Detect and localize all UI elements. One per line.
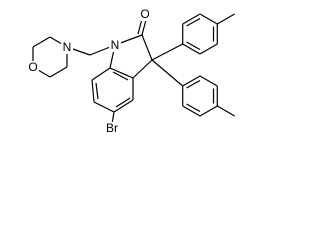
atom-label: Br [106, 121, 118, 135]
atom-label: N [111, 38, 120, 52]
page: O N N O Br (() => { const data = JSON.pa… [27, 7, 235, 135]
atom-label: O [140, 7, 149, 21]
atom-labels: O N N O Br [27, 7, 151, 135]
bonds [32, 13, 235, 125]
atom-label: O [28, 60, 37, 74]
molecule-diagram: O N N O Br [27, 7, 235, 135]
atom-label: N [63, 40, 72, 54]
